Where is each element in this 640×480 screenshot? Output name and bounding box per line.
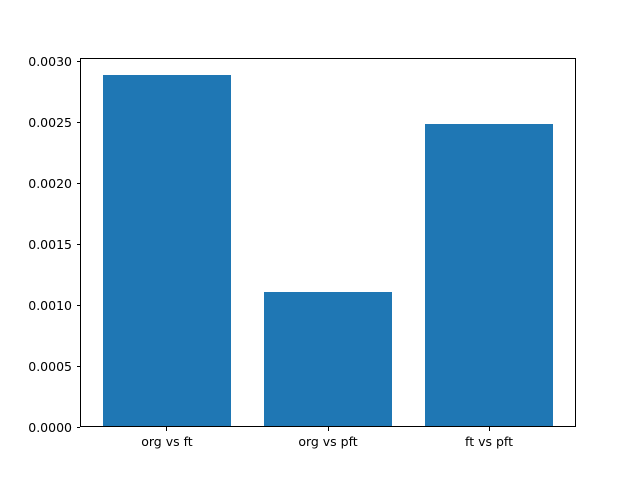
x-tick-mark [488, 427, 490, 431]
y-tick-label: 0.0030 [28, 54, 72, 70]
y-tick-label: 0.0005 [28, 358, 72, 374]
y-tick-mark [76, 304, 80, 306]
y-tick-label: 0.0020 [28, 176, 72, 192]
bar-org-vs-pft [263, 292, 393, 428]
y-tick-label: 0.0010 [28, 297, 72, 313]
y-tick-mark [76, 183, 80, 185]
x-tick-mark [166, 427, 168, 431]
y-tick-mark [76, 244, 80, 245]
plot-area-frame [80, 57, 576, 428]
y-tick-mark [76, 365, 80, 367]
y-tick-label: 0.0015 [28, 237, 72, 252]
y-tick-mark [76, 122, 80, 124]
bar-org-vs-ft [102, 75, 232, 428]
x-tick-mark [327, 427, 329, 431]
y-tick-label: 0.0000 [28, 419, 72, 435]
x-tick-label-org-vs-pft: org vs pft [298, 434, 358, 450]
bar-ft-vs-pft [424, 123, 554, 428]
x-tick-label-ft-vs-pft: ft vs pft [465, 434, 514, 450]
y-tick-mark [76, 61, 80, 63]
y-tick-label: 0.0025 [28, 115, 72, 131]
x-tick-label-org-vs-ft: org vs ft [141, 434, 193, 450]
y-tick-mark [76, 426, 80, 428]
